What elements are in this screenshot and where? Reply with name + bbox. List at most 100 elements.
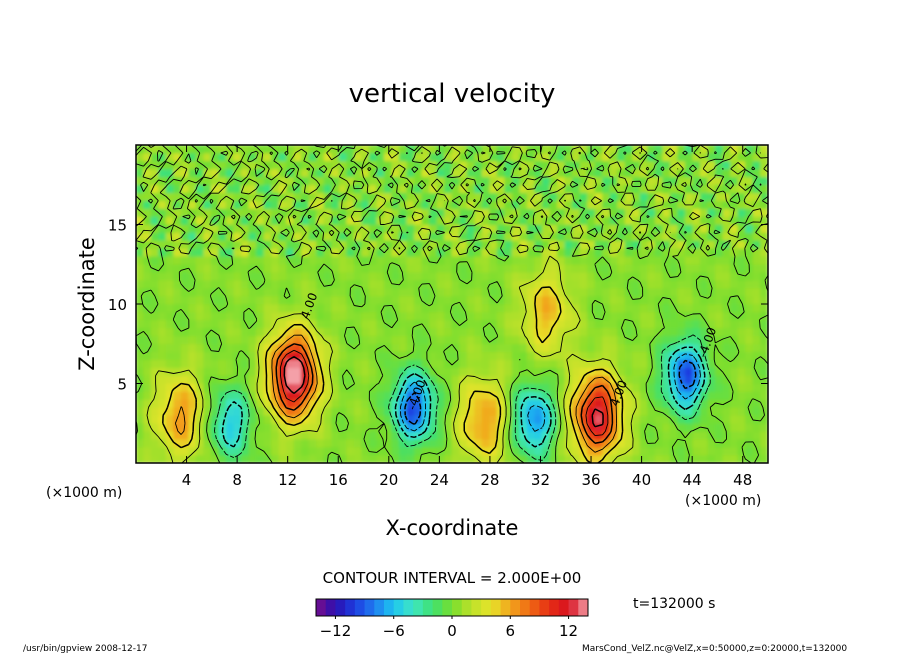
field-cell — [136, 224, 144, 233]
field-cell — [579, 327, 588, 337]
field-cell — [760, 383, 768, 392]
field-cell — [624, 176, 633, 186]
field-cell — [504, 319, 513, 329]
field-cell — [594, 399, 603, 408]
field-cell — [158, 311, 167, 321]
field-cell — [143, 192, 152, 201]
field-cell — [526, 351, 536, 360]
field-cell — [444, 256, 453, 265]
field-cell — [143, 279, 152, 289]
field-cell — [557, 168, 566, 178]
field-cell — [195, 224, 205, 233]
field-cell — [692, 446, 701, 456]
field-cell — [459, 160, 468, 170]
field-cell — [654, 184, 663, 193]
field-cell — [323, 216, 332, 225]
field-cell — [353, 343, 363, 352]
field-cell — [699, 287, 709, 297]
field-cell — [218, 351, 227, 360]
field-cell — [286, 240, 295, 249]
field-cell — [293, 240, 302, 249]
field-cell — [278, 303, 287, 313]
field-cell — [195, 375, 205, 384]
field-cell — [737, 152, 746, 162]
field-cell — [466, 152, 475, 162]
field-cell — [263, 145, 272, 154]
field-cell — [677, 256, 686, 265]
field-cell — [308, 216, 317, 225]
field-cell — [188, 279, 197, 289]
field-cell — [210, 168, 220, 178]
field-cell — [241, 271, 250, 281]
field-cell — [752, 399, 761, 408]
field-cell — [361, 391, 370, 400]
field-cell — [474, 192, 483, 201]
field-cell — [195, 160, 205, 170]
field-cell — [399, 216, 408, 225]
field-cell — [368, 351, 378, 360]
field-cell — [150, 430, 159, 440]
field-cell — [429, 192, 438, 201]
field-cell — [331, 319, 340, 329]
field-cell — [489, 200, 498, 209]
field-cell — [180, 152, 189, 162]
x-tick-label: 8 — [232, 471, 242, 489]
field-cell — [338, 295, 347, 305]
field-cell — [677, 407, 686, 416]
field-cell — [263, 422, 272, 432]
field-cell — [225, 438, 235, 448]
field-cell — [677, 383, 686, 392]
field-cell — [504, 279, 513, 289]
field-cell — [414, 176, 423, 186]
field-cell — [579, 256, 588, 265]
field-cell — [308, 256, 317, 265]
field-cell — [557, 295, 566, 305]
field-cell — [188, 407, 197, 416]
field-cell — [466, 415, 475, 424]
field-cell — [737, 351, 746, 360]
field-cell — [331, 335, 340, 345]
field-cell — [632, 160, 641, 170]
field-cell — [301, 303, 310, 313]
field-cell — [256, 216, 265, 225]
field-cell — [760, 263, 768, 273]
field-cell — [534, 335, 543, 345]
field-cell — [368, 311, 378, 321]
field-cell — [489, 256, 498, 265]
field-cell — [692, 319, 701, 329]
field-cell — [158, 192, 167, 201]
field-cell — [143, 430, 152, 440]
field-cell — [195, 446, 205, 456]
field-cell — [150, 168, 159, 178]
field-cell — [278, 263, 287, 273]
field-cell — [707, 279, 716, 289]
field-cell — [534, 319, 543, 329]
field-cell — [143, 160, 152, 170]
field-cell — [338, 343, 347, 352]
field-cell — [150, 303, 159, 313]
field-cell — [391, 287, 400, 297]
field-cell — [489, 263, 498, 273]
field-cell — [218, 295, 227, 305]
colorbar-ticks: −12 −6 0 6 12 — [320, 616, 578, 640]
field-cell — [278, 160, 287, 170]
field-cell — [301, 295, 310, 305]
field-cell — [383, 176, 393, 186]
field-cell — [602, 430, 611, 440]
field-cell — [617, 438, 626, 448]
field-cell — [271, 446, 280, 456]
field-cell — [541, 343, 551, 352]
field-cell — [421, 248, 430, 257]
field-cell — [511, 263, 521, 273]
field-cell — [496, 152, 505, 162]
field-cell — [684, 446, 694, 456]
field-cell — [707, 422, 716, 432]
field-cell — [662, 184, 671, 193]
field-cell — [180, 295, 189, 305]
field-cell — [173, 438, 182, 448]
field-cell — [752, 279, 761, 289]
field-cell — [361, 168, 370, 178]
field-cell — [331, 295, 340, 305]
field-cell — [241, 263, 250, 273]
field-cell — [481, 160, 490, 170]
